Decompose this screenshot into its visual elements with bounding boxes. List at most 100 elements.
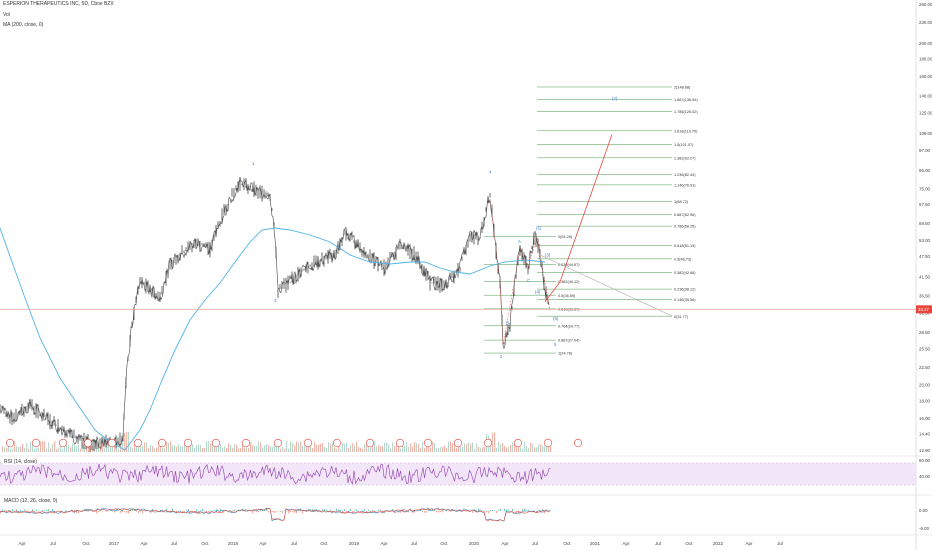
projection-line xyxy=(544,134,613,303)
wave-label: A xyxy=(518,239,521,244)
volume-legend[interactable]: Vol xyxy=(3,12,10,18)
volume-bar xyxy=(470,443,472,452)
volume-bar xyxy=(220,443,222,452)
price-tick: 28.50 xyxy=(919,330,931,335)
volume-bar xyxy=(48,442,50,452)
volume-bar xyxy=(72,443,74,452)
volume-bar xyxy=(178,444,180,452)
volume-bar xyxy=(548,443,550,452)
price-tick: 22.50 xyxy=(919,365,931,370)
volume-bar xyxy=(202,447,204,452)
macd-legend[interactable]: MACD (12, 26, close, 9) xyxy=(3,498,59,504)
volume-bar xyxy=(224,446,226,452)
volume-bar xyxy=(212,442,214,452)
macd-histogram-bar xyxy=(342,511,344,513)
earnings-marker-icon xyxy=(573,438,583,448)
wave-label: (1) xyxy=(536,225,542,230)
earnings-marker-icon xyxy=(5,438,15,448)
macd-histogram-bar xyxy=(130,509,132,511)
macd-histogram-bar xyxy=(74,510,76,511)
price-tick: 36.50 xyxy=(919,293,931,298)
macd-histogram-bar xyxy=(218,511,220,512)
rsi-tick: 40.00 xyxy=(919,474,931,479)
volume-bar xyxy=(400,448,402,452)
macd-histogram-bar xyxy=(450,511,452,512)
volume-bar xyxy=(168,442,170,452)
symbol-legend[interactable]: ESPERION THERAPEUTICS INC, 5D, Cboe BZX xyxy=(3,1,114,7)
price-tick: 16.00 xyxy=(919,416,931,421)
macd-histogram-bar xyxy=(2,509,4,511)
volume-bar xyxy=(136,444,138,452)
macd-histogram-bar xyxy=(46,509,48,511)
macd-histogram-bar xyxy=(316,509,318,511)
macd-histogram-bar xyxy=(288,511,290,513)
macd-histogram-bar xyxy=(488,511,490,514)
macd-histogram-bar xyxy=(24,509,26,511)
macd-histogram-bar xyxy=(544,511,546,514)
volume-bar xyxy=(74,443,76,452)
macd-histogram-bar xyxy=(344,509,346,511)
rsi-legend[interactable]: RSI (14, close) xyxy=(3,459,39,465)
volume-bar xyxy=(382,446,384,452)
macd-histogram-bar xyxy=(266,508,268,511)
volume-bar xyxy=(12,448,14,452)
volume-bar xyxy=(60,442,62,452)
volume-bar xyxy=(524,442,526,452)
volume-bar xyxy=(354,445,356,452)
volume-bar xyxy=(130,446,132,452)
fib-label: 0(54.28) xyxy=(558,235,573,239)
volume-bar xyxy=(276,442,278,452)
macd-histogram-bar xyxy=(324,509,326,511)
volume-bar xyxy=(122,432,124,452)
volume-bar xyxy=(10,448,12,452)
earnings-marker-icon xyxy=(483,438,493,448)
macd-histogram-bar xyxy=(280,511,282,513)
price-tick: 20.00 xyxy=(919,383,931,388)
volume-bar xyxy=(246,443,248,452)
volume-bar xyxy=(154,448,156,452)
macd-histogram-bar xyxy=(8,510,10,511)
time-tick: Apr xyxy=(380,541,388,546)
macd-histogram-bar xyxy=(274,511,276,513)
macd-histogram-bar xyxy=(216,509,218,511)
volume-bar xyxy=(528,447,530,452)
earnings-marker-icon xyxy=(273,438,283,448)
macd-histogram-bar xyxy=(36,509,38,511)
time-tick: Oct xyxy=(685,541,693,546)
volume-bar xyxy=(516,444,518,452)
macd-histogram-bar xyxy=(476,511,478,513)
macd-line xyxy=(0,507,551,522)
macd-histogram-bar xyxy=(402,511,404,512)
ma-legend[interactable]: MA (200, close, 0) xyxy=(3,22,44,28)
volume-bar xyxy=(164,448,166,452)
volume-bar xyxy=(404,445,406,452)
macd-histogram-bar xyxy=(264,510,266,511)
price-tick: 75.00 xyxy=(919,186,931,191)
volume-bar xyxy=(54,441,56,452)
rsi-line xyxy=(0,463,551,485)
volume-bar xyxy=(70,447,72,452)
macd-histogram-bar xyxy=(234,509,236,511)
volume-bar xyxy=(460,446,462,452)
price-tick: 59.50 xyxy=(919,221,931,226)
price-tick: 67.50 xyxy=(919,202,931,207)
volume-bar xyxy=(108,441,110,452)
macd-histogram-bar xyxy=(152,509,154,511)
fib-label: 0.618(51.19) xyxy=(674,244,696,248)
macd-histogram-bar xyxy=(276,511,278,512)
macd-histogram-bar xyxy=(16,509,18,511)
macd-histogram-bar xyxy=(364,509,366,511)
volume-bar xyxy=(84,446,86,452)
macd-histogram-bar xyxy=(290,511,292,513)
volume-bar xyxy=(274,443,276,452)
volume-bar xyxy=(370,447,372,452)
moving-average-line xyxy=(0,227,546,451)
volume-bar xyxy=(62,448,64,452)
volume-bar xyxy=(542,445,544,452)
volume-bar xyxy=(458,444,460,452)
fib-label: 1(24.78) xyxy=(558,352,573,356)
volume-bar xyxy=(78,445,80,452)
rsi-pane: 80.00 40.00 xyxy=(0,458,931,486)
macd-histogram-bar xyxy=(72,511,74,513)
